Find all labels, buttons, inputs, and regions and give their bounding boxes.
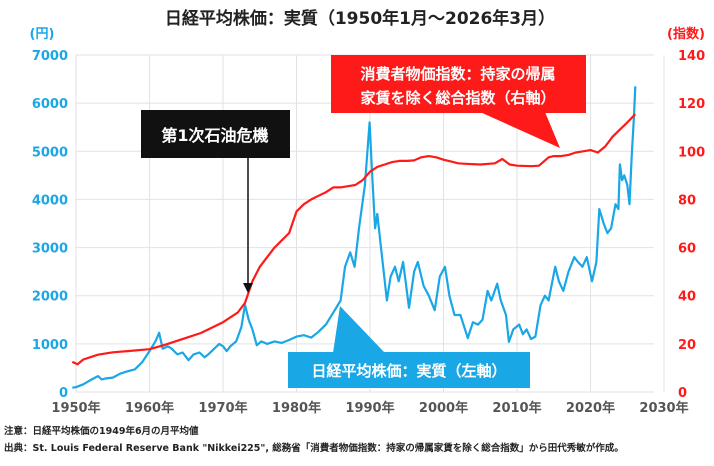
tick-labels: 1950年 1960年 1970年 1980年 1990年 2000年 2010年 2020年… — [32, 49, 705, 416]
y-right-tick-label: 120 — [678, 97, 705, 112]
oil-shock-box — [141, 110, 290, 158]
x-tick-label: 2010年 — [492, 400, 541, 416]
y-right-tick-label: 60 — [678, 242, 696, 257]
y-left-tick-label: 6000 — [32, 97, 68, 112]
series-group — [71, 86, 637, 389]
y-right-tick-label: 40 — [678, 290, 696, 305]
x-tick-label: 1960年 — [125, 400, 174, 416]
y-left-tick-label: 0 — [59, 386, 68, 401]
left-axis-unit: (円) — [30, 27, 55, 42]
cpi-label-line1: 消費者物価指数：持家の帰属 — [360, 65, 555, 83]
cpi-line — [71, 113, 637, 366]
nikkei-callout-box — [288, 352, 530, 388]
x-tick-label: 1970年 — [198, 400, 247, 416]
right-axis-unit: (指数) — [667, 26, 705, 42]
y-right-tick-label: 80 — [678, 193, 696, 208]
x-tick-label: 2030年 — [639, 400, 688, 416]
y-right-tick-label: 20 — [678, 338, 696, 353]
nikkei-label: 日経平均株価：実質（左軸） — [311, 362, 506, 380]
y-left-tick-label: 5000 — [32, 145, 68, 160]
y-left-tick-label: 3000 — [32, 242, 68, 257]
oil-shock-arrowhead — [243, 283, 253, 293]
cpi-label-line2: 家賃を除く総合指数（右軸） — [360, 89, 555, 107]
nikkei-callout-tail — [333, 306, 385, 353]
x-tick-label: 2020年 — [566, 400, 615, 416]
y-right-tick-label: 0 — [678, 386, 687, 401]
chart-title: 日経平均株価：実質（1950年1月～2026年3月） — [165, 8, 555, 29]
nikkei-real-line — [72, 86, 637, 389]
y-right-tick-label: 140 — [678, 49, 705, 64]
y-left-tick-label: 7000 — [32, 49, 68, 64]
x-tick-label: 2000年 — [419, 400, 468, 416]
source-note: 出典：St. Louis Federal Reserve Bank "Nikke… — [4, 443, 624, 454]
y-left-tick-label: 1000 — [32, 338, 68, 353]
cpi-callout-tail — [480, 112, 560, 148]
x-tick-label: 1980年 — [272, 400, 321, 416]
x-tick-label: 1990年 — [345, 400, 394, 416]
x-tick-label: 1950年 — [51, 400, 100, 416]
y-left-tick-label: 2000 — [32, 290, 68, 305]
oil-shock-label: 第1次石油危機 — [161, 126, 268, 145]
cpi-callout-box — [331, 55, 586, 113]
y-left-tick-label: 4000 — [32, 193, 68, 208]
caution-note: 注意：日経平均株価の1949年6月の月平均値 — [4, 426, 199, 437]
y-right-tick-label: 100 — [678, 145, 705, 160]
